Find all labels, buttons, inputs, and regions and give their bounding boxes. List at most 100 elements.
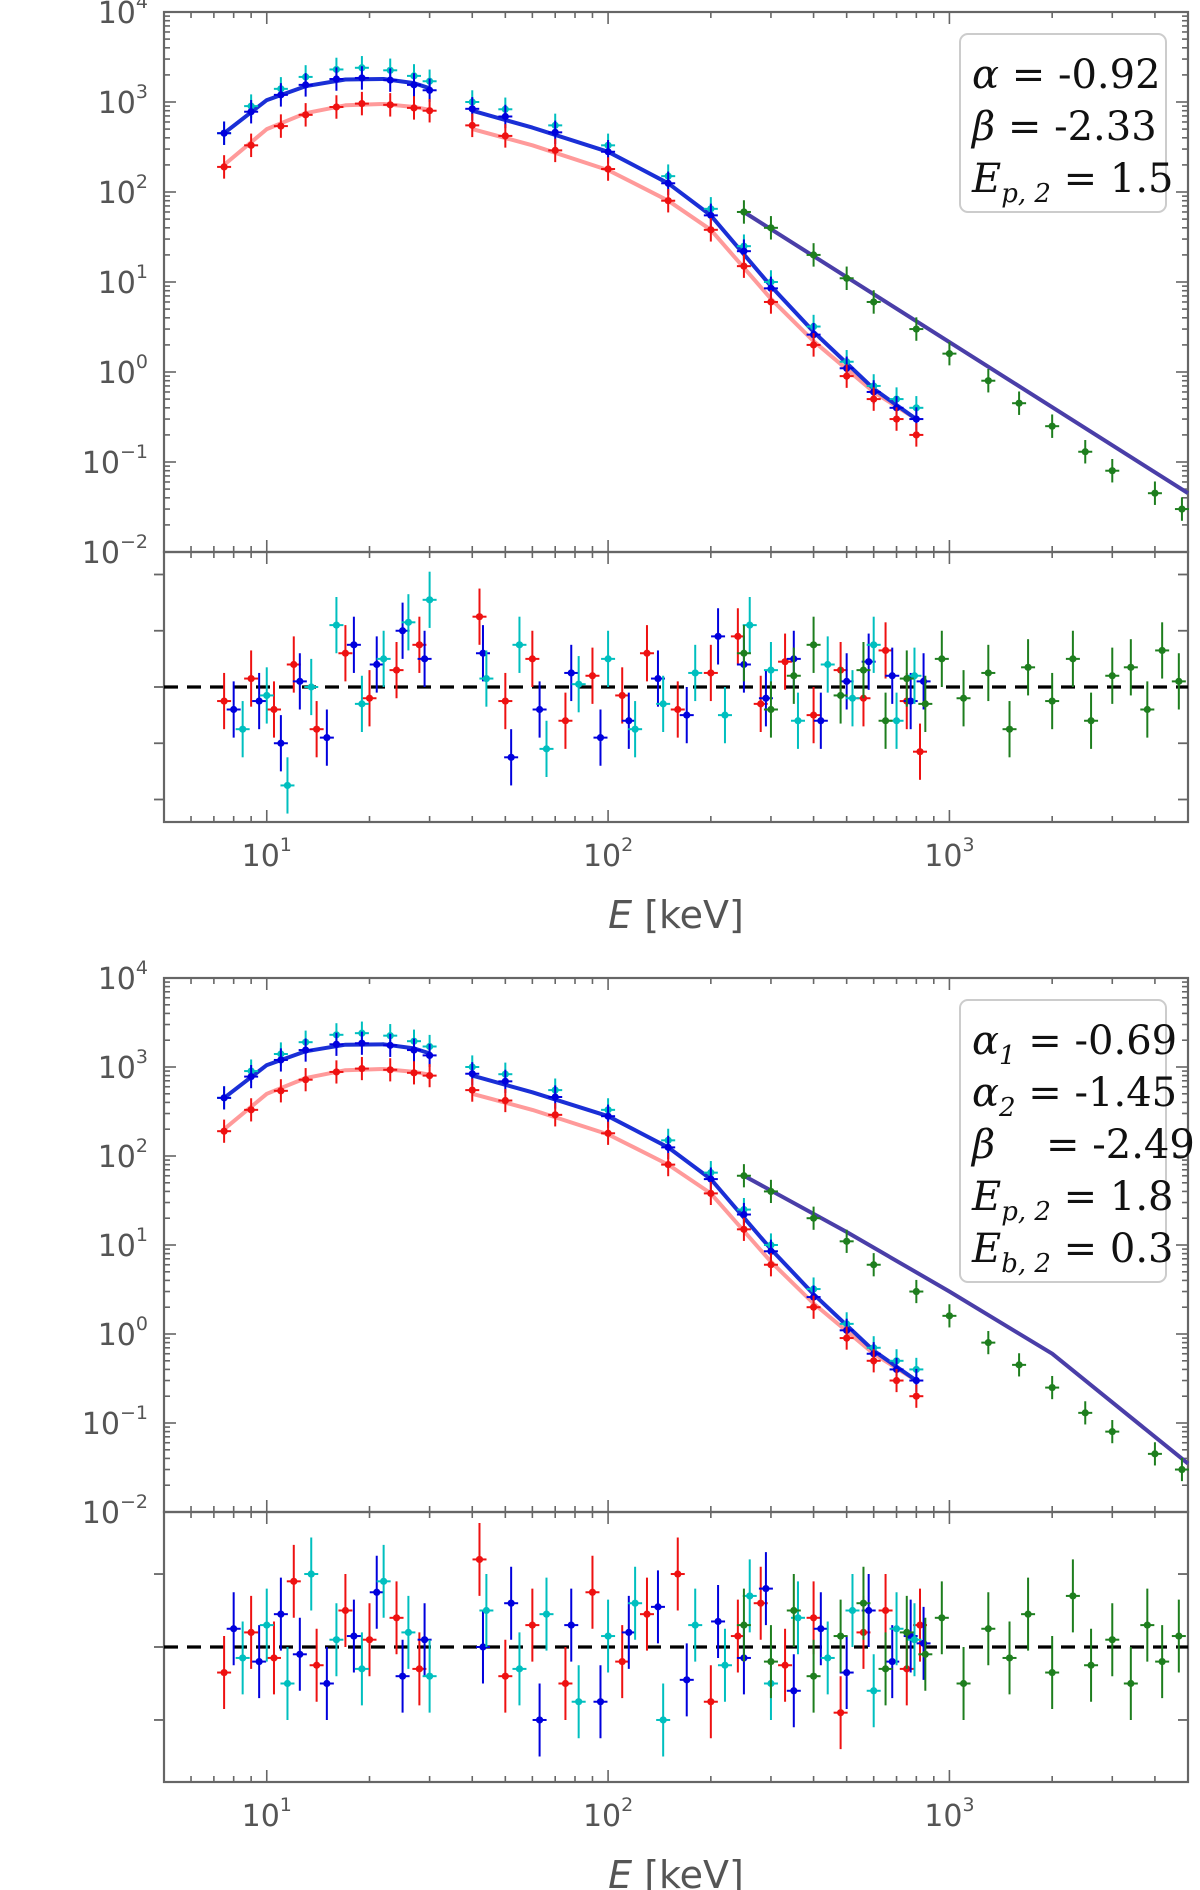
data-point	[567, 1621, 575, 1629]
parameter-equals: =	[995, 104, 1054, 150]
data-point	[426, 596, 434, 604]
data-point	[468, 1070, 476, 1078]
data-point	[843, 1237, 851, 1245]
data-point	[881, 1606, 890, 1615]
parameter-legend	[959, 999, 1167, 1283]
parameter-value: 1.5	[1110, 156, 1174, 202]
data-point	[691, 669, 699, 677]
data-point	[843, 1668, 851, 1677]
data-point	[604, 1129, 612, 1137]
data-point	[468, 121, 476, 129]
data-point	[410, 81, 418, 89]
data-point	[762, 694, 770, 702]
data-point	[596, 1698, 605, 1706]
data-point	[625, 1628, 633, 1637]
data-point	[332, 1636, 341, 1644]
data-point	[604, 1632, 612, 1640]
data-point	[938, 1614, 946, 1622]
parameter-value: 0.3	[1110, 1226, 1174, 1272]
y-tick-label: 102	[98, 171, 148, 211]
y-tick-exponent: −1	[120, 441, 148, 463]
data-point	[888, 1657, 896, 1666]
data-point	[1108, 672, 1116, 680]
data-point	[247, 108, 255, 116]
data-point	[618, 1657, 626, 1666]
data-point	[332, 621, 341, 629]
data-point	[740, 1210, 748, 1219]
data-point	[659, 700, 667, 708]
data-point	[380, 1577, 388, 1585]
y-tick-label: 104	[98, 957, 148, 997]
data-point	[892, 717, 901, 725]
y-tick-base: 10	[98, 86, 136, 121]
y-tick-label: 104	[98, 0, 148, 31]
fit-parameter: α = -0.92	[972, 52, 1161, 98]
data-point	[984, 1339, 992, 1347]
data-point	[683, 1676, 691, 1684]
data-point	[631, 1599, 639, 1607]
data-point	[296, 677, 304, 685]
data-point	[420, 1636, 429, 1644]
data-point	[984, 377, 992, 385]
x-tick-exponent: 1	[280, 834, 292, 856]
data-point	[837, 691, 845, 700]
data-point	[604, 1112, 612, 1120]
data-point	[912, 1287, 920, 1296]
data-point	[535, 1716, 544, 1724]
data-point	[1178, 505, 1186, 513]
data-point	[870, 641, 878, 649]
data-point	[903, 1628, 911, 1637]
y-tick-label: 101	[98, 261, 148, 301]
data-point	[386, 1041, 394, 1049]
y-tick-exponent: 4	[136, 0, 148, 13]
parameter-subscript: p, 2	[1001, 1197, 1051, 1227]
data-point	[824, 660, 832, 669]
fit-parameter: Ep, 2 = 1.8	[971, 1174, 1174, 1227]
data-point	[809, 1614, 818, 1622]
data-point	[910, 672, 919, 680]
data-point	[794, 1614, 802, 1622]
data-point	[1005, 725, 1014, 733]
fit-parameter: α1 = -0.69	[972, 1018, 1177, 1071]
model-curve	[222, 1067, 430, 1131]
data-point	[507, 1599, 515, 1607]
x-tick-exponent: 2	[621, 1794, 633, 1816]
data-point	[746, 1592, 754, 1600]
data-point	[410, 104, 418, 112]
parameter-equals: =	[1051, 1174, 1110, 1220]
data-point	[501, 1672, 509, 1680]
data-point	[1048, 1383, 1056, 1392]
data-point	[277, 1610, 285, 1618]
parameter-symbol: α	[972, 52, 999, 98]
data-point	[1087, 717, 1095, 725]
data-point	[323, 1679, 331, 1688]
data-point	[707, 1175, 715, 1183]
data-point	[674, 1570, 682, 1578]
parameter-subscript: b, 2	[1001, 1249, 1051, 1279]
parameter-symbol: E	[971, 156, 1001, 202]
data-point	[781, 658, 789, 666]
data-point	[380, 655, 388, 663]
data-point	[1024, 663, 1032, 671]
data-point	[870, 298, 878, 306]
data-point	[255, 697, 263, 705]
y-tick-base: 10	[98, 1051, 136, 1086]
data-point	[475, 1555, 484, 1564]
x-tick-label: 103	[924, 834, 974, 874]
data-point	[1127, 1679, 1135, 1688]
data-point	[843, 274, 851, 282]
data-point	[358, 1039, 366, 1047]
data-point	[843, 1334, 851, 1342]
data-point	[542, 745, 551, 753]
y-tick-base: 10	[82, 1407, 120, 1442]
data-point	[410, 1046, 418, 1054]
data-point	[1048, 1668, 1056, 1677]
data-point	[870, 395, 878, 403]
parameter-equals: =	[999, 52, 1058, 98]
data-point	[358, 74, 366, 82]
data-point	[848, 694, 857, 702]
data-point	[734, 632, 742, 640]
data-point	[561, 717, 570, 725]
